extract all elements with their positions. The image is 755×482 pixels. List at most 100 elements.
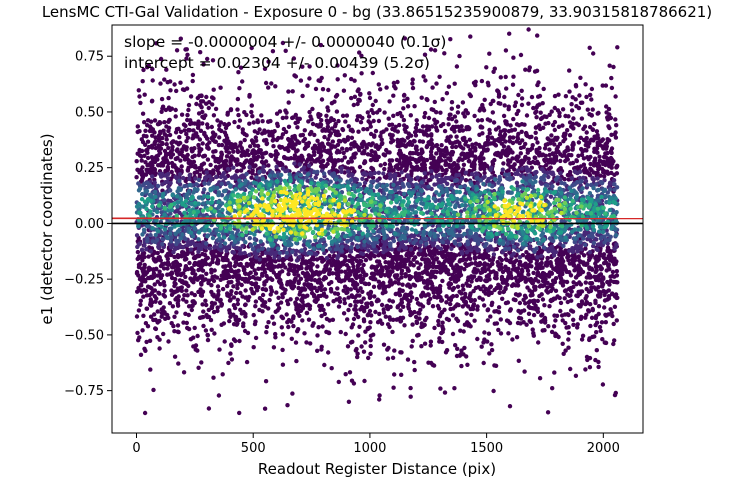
data-point	[440, 278, 445, 284]
data-point	[270, 138, 275, 143]
data-point	[587, 365, 593, 370]
data-point	[412, 359, 417, 365]
data-point	[466, 275, 471, 280]
data-point	[370, 166, 375, 171]
data-point	[456, 158, 461, 163]
data-point	[363, 257, 369, 263]
data-point	[446, 122, 451, 127]
data-point	[577, 259, 583, 264]
data-point	[220, 372, 225, 377]
data-point	[416, 310, 421, 316]
data-point	[227, 261, 233, 266]
data-point	[439, 310, 445, 315]
data-point	[542, 315, 548, 321]
data-point	[135, 256, 140, 262]
data-point	[143, 288, 149, 293]
data-point	[235, 321, 240, 326]
data-point	[210, 102, 215, 107]
data-point	[589, 86, 595, 92]
data-point	[238, 307, 243, 312]
data-point	[377, 393, 382, 398]
data-point	[477, 108, 482, 113]
data-point	[412, 283, 418, 288]
data-point	[213, 149, 218, 154]
data-point	[519, 88, 524, 94]
data-point	[154, 41, 159, 46]
data-point	[176, 126, 181, 131]
data-point	[200, 109, 205, 115]
data-point	[579, 116, 585, 121]
data-point	[350, 339, 355, 344]
data-point	[315, 138, 320, 143]
data-point	[498, 317, 503, 322]
data-point	[418, 307, 423, 312]
data-point	[286, 89, 291, 94]
data-point	[467, 159, 472, 164]
data-point	[567, 133, 573, 138]
data-point	[452, 114, 458, 119]
data-point	[291, 115, 296, 120]
data-point	[343, 331, 348, 337]
data-point	[369, 300, 374, 306]
data-point	[225, 166, 231, 172]
data-point	[603, 312, 608, 317]
data-point	[556, 124, 562, 129]
data-point	[361, 296, 366, 301]
data-point	[561, 351, 566, 356]
data-point	[428, 47, 434, 52]
data-point	[253, 259, 259, 264]
data-point	[189, 163, 194, 169]
data-point	[571, 317, 576, 322]
data-point	[275, 302, 281, 307]
data-point	[184, 86, 190, 91]
data-point	[608, 307, 613, 312]
data-point	[295, 329, 300, 334]
data-point	[162, 120, 167, 125]
data-point	[335, 77, 340, 82]
data-point	[324, 118, 330, 123]
data-point	[392, 348, 397, 353]
data-point	[599, 266, 604, 271]
data-point	[479, 118, 485, 123]
data-point	[280, 347, 285, 353]
data-point	[414, 158, 420, 163]
data-point	[557, 295, 562, 301]
data-point	[547, 304, 552, 309]
data-point	[614, 318, 619, 323]
data-point	[226, 150, 232, 155]
data-point	[519, 267, 525, 273]
data-point	[366, 114, 372, 119]
data-point	[174, 156, 179, 161]
data-point	[208, 317, 214, 323]
data-point	[273, 84, 278, 89]
data-point	[526, 277, 531, 282]
data-point	[155, 335, 160, 340]
data-point	[318, 256, 323, 261]
data-point	[199, 105, 204, 110]
data-point	[247, 164, 252, 170]
data-point	[601, 252, 607, 257]
data-point	[347, 272, 353, 277]
data-point	[156, 255, 161, 260]
data-point	[431, 269, 437, 275]
data-point	[472, 298, 477, 303]
data-point	[520, 166, 525, 171]
data-point	[456, 124, 461, 129]
data-point	[134, 233, 140, 238]
data-point	[233, 259, 239, 265]
data-point	[375, 178, 380, 183]
data-point	[264, 273, 269, 279]
data-point	[269, 81, 274, 86]
data-point	[267, 297, 272, 303]
data-point	[374, 157, 380, 163]
data-point	[525, 150, 530, 155]
data-point	[455, 110, 461, 115]
data-point	[612, 304, 618, 309]
data-point	[216, 159, 221, 165]
data-point	[595, 111, 600, 116]
data-point	[354, 346, 359, 352]
data-point	[196, 365, 201, 370]
data-point	[606, 288, 611, 293]
data-point	[320, 307, 326, 312]
data-point	[391, 385, 396, 390]
